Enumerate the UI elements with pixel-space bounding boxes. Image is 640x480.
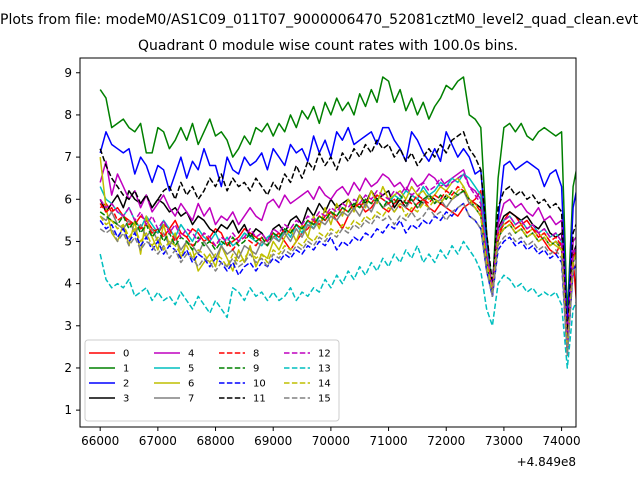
legend-label-6: 6: [188, 379, 194, 390]
legend-label-1: 1: [123, 364, 129, 375]
y-tick-label: 3: [64, 319, 72, 333]
legend-frame: [84, 339, 340, 422]
legend-label-8: 8: [253, 349, 259, 360]
legend-label-10: 10: [253, 379, 266, 390]
series-line-8: [99, 185, 576, 348]
series-line-1: [99, 76, 576, 319]
legend-label-0: 0: [123, 349, 129, 360]
y-tick-label: 4: [64, 277, 72, 291]
x-tick-label: 73000: [485, 434, 523, 448]
series-line-15: [99, 202, 576, 357]
x-tick-label: 68000: [196, 434, 234, 448]
legend-label-11: 11: [253, 394, 266, 405]
legend-label-9: 9: [253, 364, 259, 375]
legend-label-2: 2: [123, 379, 129, 390]
legend-label-13: 13: [318, 364, 331, 375]
y-tick-label: 6: [64, 192, 72, 206]
y-axis: 1 2 3 4 5 6 7 8 9: [64, 66, 80, 417]
y-tick-label: 9: [64, 66, 72, 80]
legend-label-4: 4: [188, 349, 194, 360]
x-axis-offset-label: +4.849e8: [517, 455, 576, 469]
legend-label-5: 5: [188, 364, 194, 375]
legend-label-14: 14: [318, 379, 331, 390]
y-tick-label: 7: [64, 150, 72, 164]
legend-label-7: 7: [188, 394, 194, 405]
x-tick-label: 72000: [427, 434, 465, 448]
legend-label-3: 3: [123, 394, 129, 405]
y-tick-label: 8: [64, 108, 72, 122]
x-tick-label: 74000: [542, 434, 580, 448]
series-line-13: [99, 240, 576, 369]
chart-title: Quadrant 0 module wise count rates with …: [138, 38, 518, 54]
series-line-4: [99, 160, 576, 340]
x-tick-label: 67000: [139, 434, 177, 448]
legend-label-12: 12: [318, 349, 331, 360]
y-tick-label: 5: [64, 234, 72, 248]
axes-frame: [79, 57, 577, 428]
x-axis: 66000 67000 68000 69000 70000 71000 72000 73000…: [81, 427, 581, 448]
legend-label-15: 15: [318, 394, 331, 405]
y-tick-label: 1: [64, 403, 72, 417]
series-line-2: [99, 126, 576, 331]
series-line-12: [99, 173, 576, 348]
series-line-11: [99, 131, 576, 340]
series-line-14: [99, 185, 576, 352]
x-tick-label: 71000: [369, 434, 407, 448]
y-tick-label: 2: [64, 361, 72, 375]
x-tick-label: 66000: [81, 434, 119, 448]
series-line-10: [99, 202, 576, 357]
series-layer: [99, 76, 576, 369]
x-tick-label: 69000: [254, 434, 292, 448]
figure-suptitle: Plots from file: modeM0/AS1C09_011T07_90…: [0, 12, 639, 28]
x-tick-label: 70000: [312, 434, 350, 448]
